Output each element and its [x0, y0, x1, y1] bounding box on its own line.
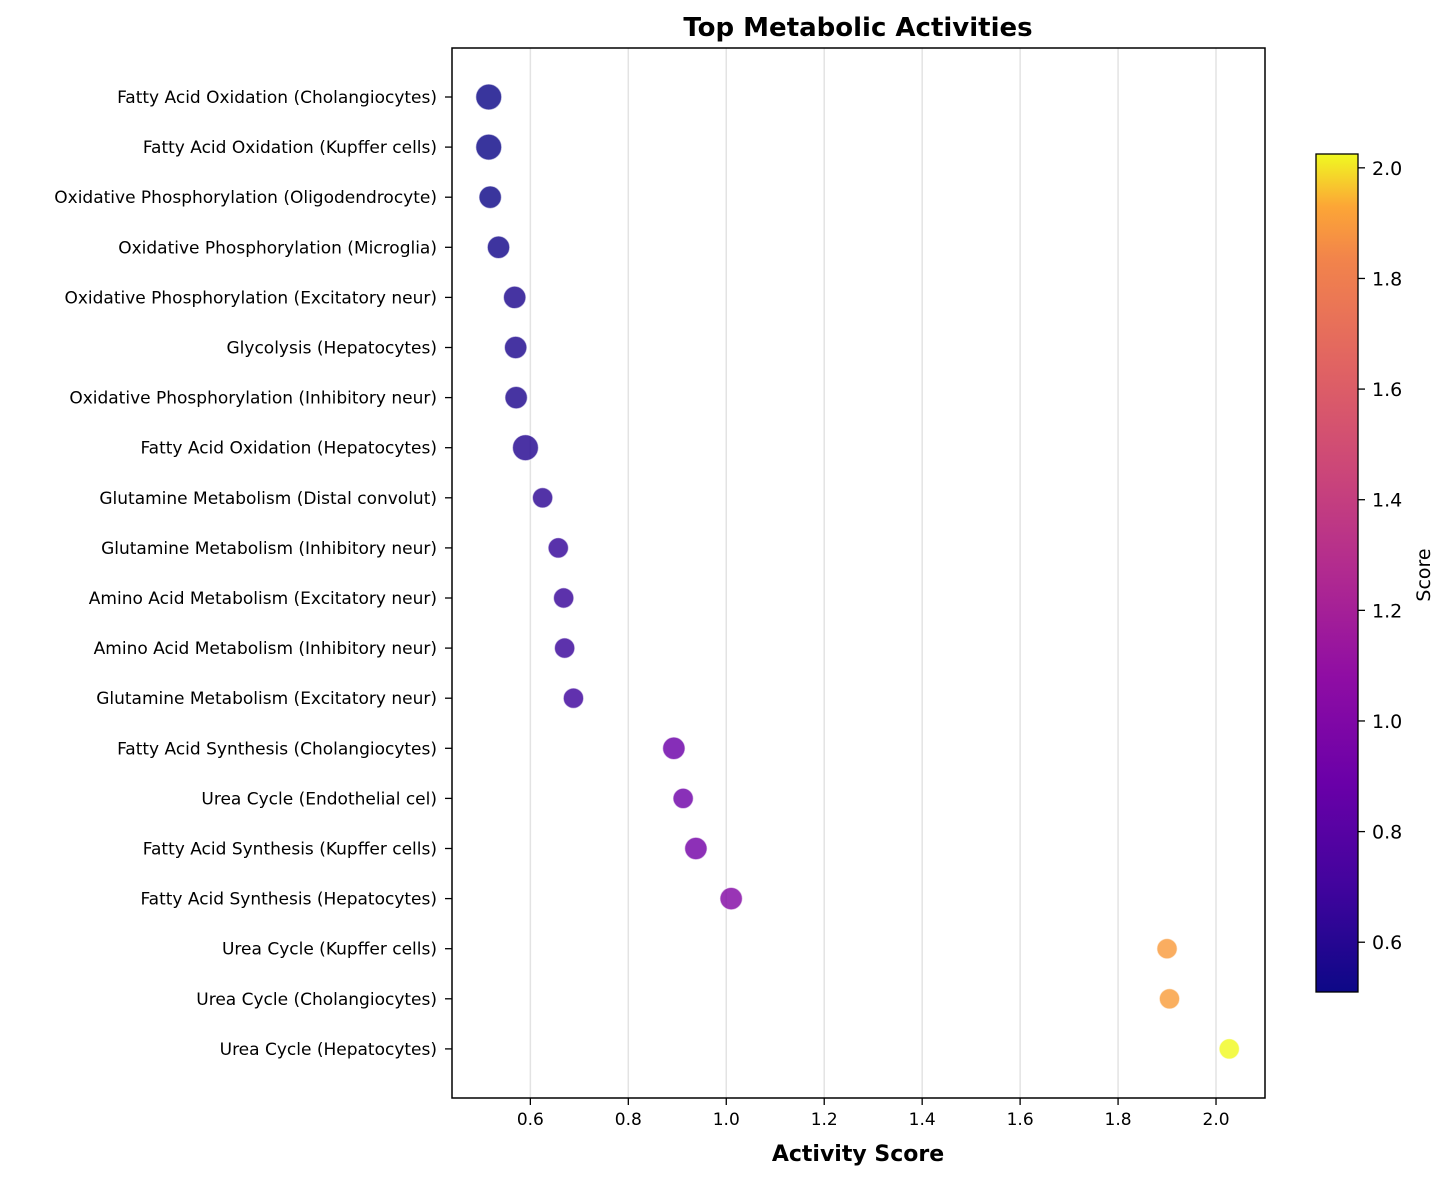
y-tick-label: Fatty Acid Synthesis (Cholangiocytes) — [117, 739, 437, 759]
y-tick-label: Glutamine Metabolism (Excitatory neur) — [96, 689, 437, 709]
plot-frame — [451, 47, 1266, 1099]
colorbar-tick-label: 1.2 — [1372, 600, 1402, 622]
x-axis-title: Activity Score — [772, 1142, 944, 1167]
data-point — [547, 537, 570, 559]
y-tick-label: Fatty Acid Oxidation (Hepatocytes) — [140, 439, 437, 459]
x-tick-label: 0.6 — [517, 1110, 544, 1130]
data-point — [475, 83, 503, 111]
colorbar — [1315, 153, 1359, 993]
x-axis: 0.6 0.8 1.0 1.2 1.4 1.6 1.8 2.0 — [517, 1098, 1230, 1130]
y-tick-label: Oxidative Phosphorylation (Oligodendrocy… — [54, 188, 437, 208]
y-axis: Fatty Acid Oxidation (Cholangiocytes) Fat… — [54, 88, 452, 1060]
colorbar-tick-label: 1.6 — [1372, 379, 1402, 401]
chart-title: Top Metabolic Activities — [683, 13, 1032, 43]
data-point — [475, 133, 503, 161]
data-point — [478, 185, 503, 210]
y-tick-label: Fatty Acid Oxidation (Kupffer cells) — [143, 138, 437, 158]
y-tick-label: Oxidative Phosphorylation (Excitatory ne… — [64, 288, 437, 308]
y-tick-label: Amino Acid Metabolism (Inhibitory neur) — [94, 639, 437, 659]
colorbar-title: Score — [1413, 548, 1435, 601]
colorbar-tick-label: 0.6 — [1372, 932, 1402, 954]
y-tick-label: Fatty Acid Synthesis (Kupffer cells) — [143, 840, 437, 860]
x-tick-label: 2.0 — [1203, 1110, 1230, 1130]
y-tick-label: Glutamine Metabolism (Inhibitory neur) — [101, 539, 437, 559]
x-tick-label: 1.4 — [909, 1110, 936, 1130]
data-point — [684, 836, 708, 861]
data-point — [562, 687, 585, 709]
data-point — [672, 787, 694, 810]
colorbar-axis: 0.6 0.8 1.0 1.2 1.4 1.6 1.8 2.0 — [1358, 158, 1402, 954]
data-points — [475, 83, 1241, 1060]
x-tick-label: 1.8 — [1105, 1110, 1132, 1130]
data-point — [553, 637, 576, 659]
y-tick-label: Urea Cycle (Endothelial cel) — [201, 789, 437, 809]
data-point — [719, 886, 744, 911]
data-point — [1158, 987, 1181, 1010]
data-point — [552, 587, 575, 609]
x-tick-label: 1.0 — [713, 1110, 740, 1130]
data-point — [503, 335, 528, 360]
data-point — [502, 285, 527, 310]
x-tick-label: 0.8 — [615, 1110, 642, 1130]
y-tick-label: Fatty Acid Synthesis (Hepatocytes) — [140, 890, 437, 910]
data-point — [486, 235, 511, 260]
grid-lines — [529, 48, 1217, 1098]
y-tick-label: Oxidative Phosphorylation (Microglia) — [118, 238, 437, 258]
data-point — [511, 434, 540, 462]
y-tick-label: Urea Cycle (Hepatocytes) — [220, 1040, 437, 1060]
y-tick-label: Urea Cycle (Kupffer cells) — [222, 940, 437, 960]
data-point — [1156, 937, 1178, 960]
y-tick-label: Fatty Acid Oxidation (Cholangiocytes) — [117, 88, 437, 108]
y-tick-label: Glutamine Metabolism (Distal convolut) — [99, 489, 437, 509]
y-tick-label: Oxidative Phosphorylation (Inhibitory ne… — [69, 389, 437, 409]
colorbar-tick-label: 2.0 — [1372, 158, 1402, 180]
colorbar-tick-label: 1.8 — [1372, 268, 1402, 290]
colorbar-tick-label: 0.8 — [1372, 822, 1402, 844]
x-tick-label: 1.2 — [811, 1110, 838, 1130]
x-tick-label: 1.6 — [1007, 1110, 1034, 1130]
data-point — [1218, 1038, 1241, 1060]
y-tick-label: Glycolysis (Hepatocytes) — [227, 339, 438, 359]
colorbar-tick-label: 1.4 — [1372, 490, 1402, 512]
data-point — [531, 486, 554, 509]
y-tick-label: Amino Acid Metabolism (Excitatory neur) — [89, 589, 437, 609]
data-point — [504, 385, 529, 410]
data-point — [662, 736, 686, 761]
y-tick-label: Urea Cycle (Cholangiocytes) — [196, 990, 437, 1010]
colorbar-tick-label: 1.0 — [1372, 711, 1402, 733]
